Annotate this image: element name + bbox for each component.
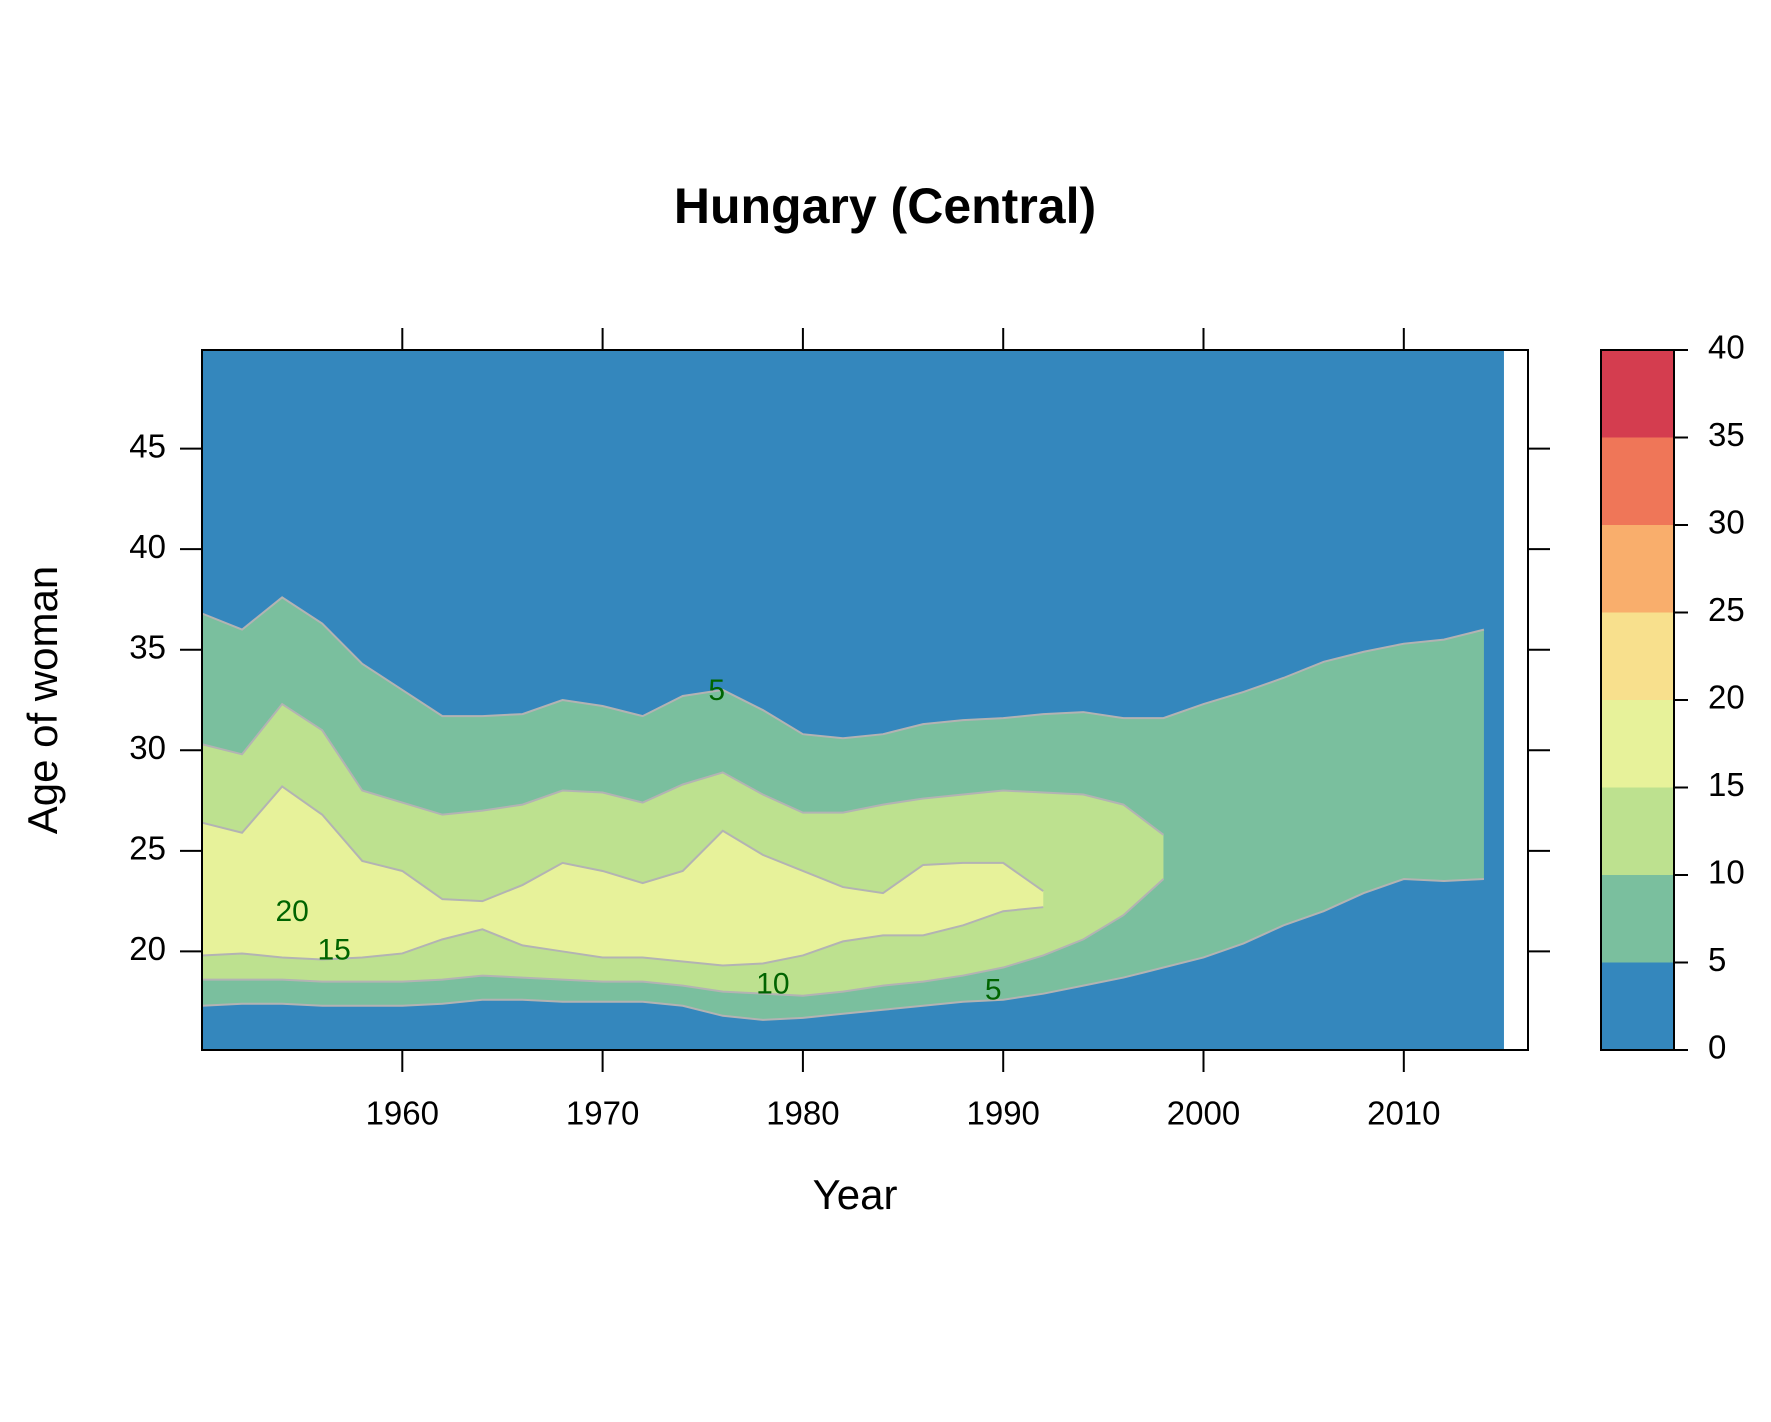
y-tick-label: 20 [129,930,166,967]
x-tick-label: 2010 [1367,1095,1440,1132]
y-tick-label: 45 [129,427,166,464]
level-band [202,786,1044,966]
colorbar-tick-label: 30 [1708,504,1745,541]
colorbar-swatch [1601,787,1674,875]
plot-frame [201,349,1529,1051]
contour-label: 5 [985,974,1002,1007]
colorbar-tick-label: 10 [1708,854,1745,891]
contour-line [201,878,1484,1021]
colorbar-swatch [1601,612,1674,700]
contour-line [201,906,1044,967]
contour-line [201,785,1044,903]
contour-label: 5 [708,674,725,707]
x-axis-label: Year [813,1171,898,1218]
colorbar-swatch [1601,962,1674,1050]
colorbar-swatch [1601,875,1674,963]
colorbar-tick-label: 25 [1708,591,1745,628]
colorbar-tick-label: 35 [1708,416,1745,453]
x-tick-label: 1980 [766,1095,839,1132]
y-axis-label: Age of woman [19,566,66,835]
colorbar-swatch [1601,350,1674,438]
contour-label: 15 [318,933,351,966]
colorbar-tick-label: 0 [1708,1029,1726,1066]
contour-line [201,596,1485,740]
y-tick-label: 30 [129,729,166,766]
colorbar-swatch [1601,700,1674,788]
colorbar-tick-label: 40 [1708,329,1745,366]
x-tick-label: 1970 [566,1095,639,1132]
x-tick-label: 1960 [366,1095,439,1132]
colorbar-swatch [1601,437,1674,525]
chart-title: Hungary (Central) [674,178,1096,234]
colorbar-swatch [1601,525,1674,613]
contour-line [202,878,1165,997]
colorbar-tick-label: 5 [1708,941,1726,978]
y-tick-label: 35 [129,628,166,665]
contour-label: 20 [275,895,308,928]
y-tick-label: 40 [129,528,166,565]
colorbar-tick-label: 20 [1708,679,1745,716]
contour-label: 10 [756,968,789,1001]
y-tick-label: 25 [129,830,166,867]
colorbar-tick-label: 15 [1708,766,1745,803]
x-tick-label: 2000 [1167,1095,1240,1132]
x-tick-label: 1990 [966,1095,1039,1132]
contour-line [201,702,1165,836]
